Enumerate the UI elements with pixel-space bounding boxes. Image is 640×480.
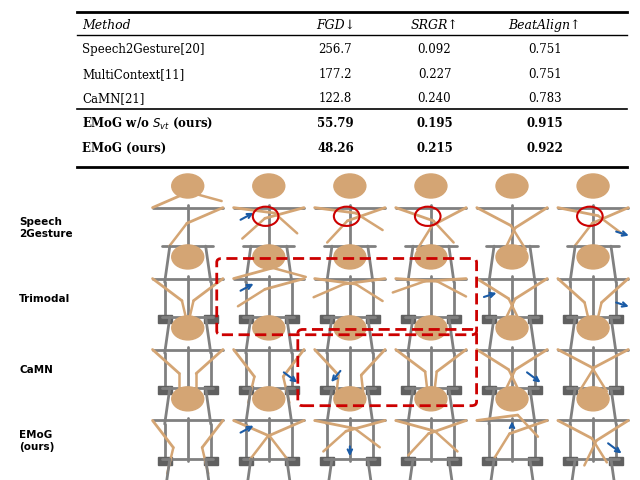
Text: 0.751: 0.751 (528, 68, 561, 81)
Bar (157, 315, 172, 324)
Circle shape (172, 175, 204, 199)
Bar (609, 315, 623, 324)
Circle shape (253, 387, 285, 411)
Circle shape (253, 175, 285, 199)
Circle shape (496, 387, 528, 411)
Text: EMoG (ours): EMoG (ours) (83, 141, 166, 154)
Bar (239, 456, 253, 465)
Text: 0.227: 0.227 (418, 68, 451, 81)
Text: 0.915: 0.915 (526, 117, 563, 130)
Bar (482, 386, 496, 395)
Text: 0.240: 0.240 (418, 92, 451, 105)
Text: 48.26: 48.26 (317, 141, 354, 154)
Circle shape (334, 175, 366, 199)
Bar (401, 315, 415, 324)
Bar (528, 386, 542, 395)
Text: 0.783: 0.783 (528, 92, 561, 105)
Text: Speech
2Gesture: Speech 2Gesture (19, 216, 73, 238)
Circle shape (577, 387, 609, 411)
Bar (204, 456, 218, 465)
Circle shape (334, 387, 366, 411)
Bar (204, 315, 218, 324)
Text: 256.7: 256.7 (319, 43, 352, 56)
Text: BeatAlign↑: BeatAlign↑ (508, 19, 581, 32)
Circle shape (496, 316, 528, 340)
Circle shape (577, 175, 609, 199)
Circle shape (172, 387, 204, 411)
Circle shape (577, 316, 609, 340)
Circle shape (496, 175, 528, 199)
Bar (239, 315, 253, 324)
Bar (285, 456, 299, 465)
Bar (528, 315, 542, 324)
Text: Speech2Gesture[20]: Speech2Gesture[20] (83, 43, 205, 56)
Text: EMoG w/o $S_{vt}$ (ours): EMoG w/o $S_{vt}$ (ours) (83, 116, 214, 131)
Circle shape (334, 316, 366, 340)
Circle shape (496, 245, 528, 269)
Text: MultiContext[11]: MultiContext[11] (83, 68, 184, 81)
Text: EMoG
(ours): EMoG (ours) (19, 429, 54, 451)
Text: 122.8: 122.8 (319, 92, 352, 105)
Text: 0.195: 0.195 (416, 117, 453, 130)
Bar (609, 386, 623, 395)
Text: 0.215: 0.215 (416, 141, 453, 154)
Text: Trimodal: Trimodal (19, 293, 70, 303)
Text: SRGR↑: SRGR↑ (411, 19, 458, 32)
Bar (320, 386, 334, 395)
Circle shape (577, 245, 609, 269)
Bar (447, 456, 461, 465)
Bar (204, 386, 218, 395)
Bar (285, 315, 299, 324)
Bar (401, 386, 415, 395)
Circle shape (415, 175, 447, 199)
Text: FGD↓: FGD↓ (316, 19, 355, 32)
Bar (528, 456, 542, 465)
Bar (239, 386, 253, 395)
Circle shape (415, 245, 447, 269)
Bar (609, 456, 623, 465)
Circle shape (172, 316, 204, 340)
Bar (157, 386, 172, 395)
Bar (482, 315, 496, 324)
Text: CaMN[21]: CaMN[21] (83, 92, 145, 105)
Text: 55.79: 55.79 (317, 117, 354, 130)
Bar (447, 386, 461, 395)
Bar (366, 456, 380, 465)
Bar (401, 456, 415, 465)
Bar (563, 386, 577, 395)
Bar (285, 386, 299, 395)
Bar (320, 315, 334, 324)
Circle shape (415, 387, 447, 411)
Circle shape (415, 316, 447, 340)
Circle shape (253, 316, 285, 340)
Text: 0.922: 0.922 (526, 141, 563, 154)
Text: 0.092: 0.092 (418, 43, 451, 56)
Text: Method: Method (83, 19, 131, 32)
Circle shape (253, 245, 285, 269)
Bar (366, 386, 380, 395)
Bar (563, 315, 577, 324)
Bar (482, 456, 496, 465)
Bar (563, 456, 577, 465)
Circle shape (172, 245, 204, 269)
Text: 0.751: 0.751 (528, 43, 561, 56)
Text: 177.2: 177.2 (319, 68, 352, 81)
Bar (320, 456, 334, 465)
Bar (447, 315, 461, 324)
Circle shape (334, 245, 366, 269)
Text: CaMN: CaMN (19, 364, 53, 374)
Bar (366, 315, 380, 324)
Bar (157, 456, 172, 465)
